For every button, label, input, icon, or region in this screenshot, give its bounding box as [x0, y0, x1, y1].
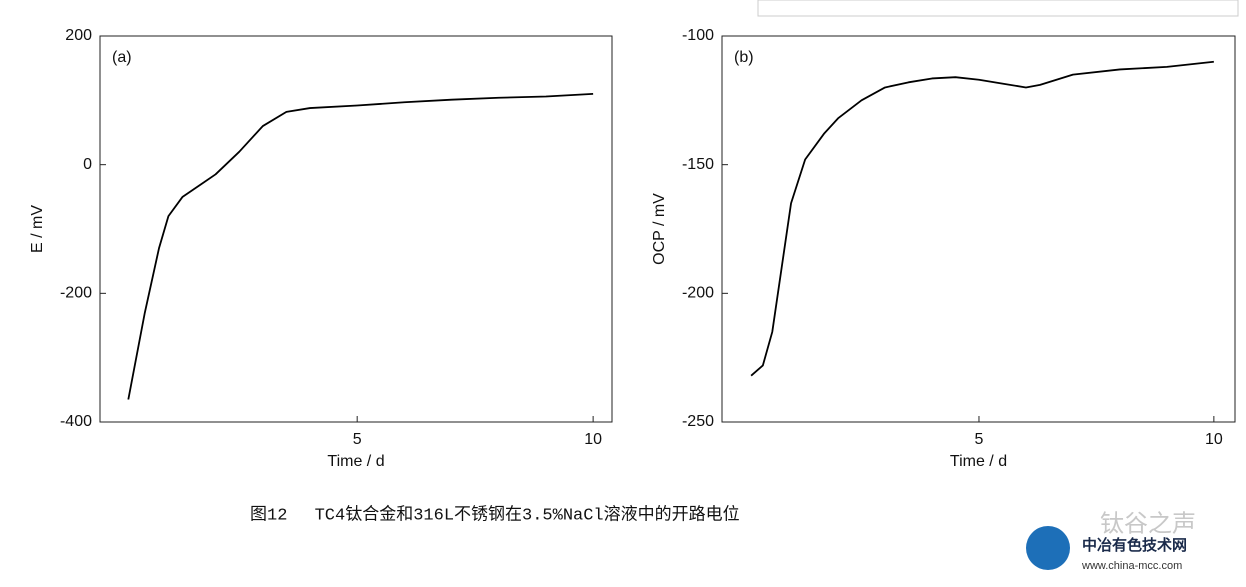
plot-frame — [721, 35, 1236, 423]
x-tick-label: 5 — [975, 431, 984, 448]
y-tick-label: -150 — [682, 156, 714, 173]
y-axis-label: E / mV — [29, 205, 46, 253]
crop-artifact — [757, 0, 1239, 17]
y-axis-label: OCP / mV — [651, 193, 668, 265]
x-tick-label: 10 — [1205, 431, 1223, 448]
plot-frame — [99, 35, 613, 423]
y-tick-label: -200 — [60, 285, 92, 302]
panel-label: (a) — [112, 49, 132, 66]
x-axis-label: Time / d — [327, 453, 384, 470]
data-line — [127, 93, 594, 400]
y-tick-label: -250 — [682, 413, 714, 430]
watermark-account: 钛谷之声 — [1100, 510, 1196, 537]
panel-label: (b) — [734, 49, 754, 66]
y-tick-label: -400 — [60, 413, 92, 430]
y-tick-label: -100 — [682, 27, 714, 44]
watermark-logo — [1026, 526, 1070, 570]
data-line — [750, 60, 1214, 377]
y-tick-label: -200 — [682, 285, 714, 302]
watermark-url: www.china-mcc.com — [1081, 560, 1182, 572]
x-tick-label: 10 — [584, 431, 602, 448]
x-tick-label: 5 — [353, 431, 362, 448]
x-axis-label: Time / d — [950, 453, 1007, 470]
watermark-site: 中冶有色技术网 — [1082, 536, 1187, 554]
y-tick-label: 200 — [65, 27, 92, 44]
caption: 图12 TC4钛合金和316L不锈钢在3.5%NaCl溶液中的开路电位 — [250, 504, 740, 525]
y-tick-label: 0 — [83, 156, 92, 173]
